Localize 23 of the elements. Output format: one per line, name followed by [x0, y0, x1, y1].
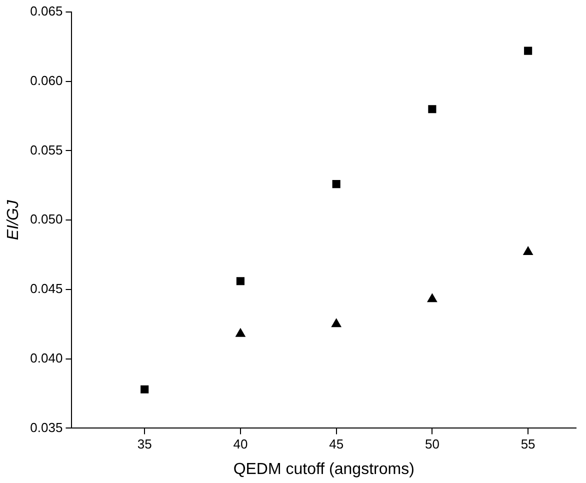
point — [236, 277, 244, 286]
point — [523, 246, 533, 256]
point — [140, 385, 149, 394]
y-tick-label: 0.050 — [30, 212, 63, 227]
x-tick-label: 35 — [137, 436, 152, 452]
x-tick-label: 55 — [520, 436, 536, 452]
x-tick-label: 40 — [233, 436, 248, 452]
point — [428, 105, 436, 114]
point — [236, 328, 246, 337]
y-tick-label: 0.060 — [30, 72, 63, 88]
x-axis-title: QEDM cutoff (angstroms) — [233, 460, 414, 478]
point — [332, 318, 342, 328]
point — [524, 46, 532, 55]
y-tick-label: 0.045 — [30, 281, 63, 296]
x-tick-label: 45 — [329, 436, 344, 452]
y-tick-label: 0.040 — [30, 350, 63, 366]
x-tick-label: 50 — [424, 436, 440, 452]
point — [427, 294, 438, 302]
y-tick-label: 0.065 — [30, 4, 63, 19]
y-axis-title: EI/GJ — [5, 199, 22, 240]
y-tick-label: 0.055 — [30, 142, 63, 158]
y-tick-label: 0.035 — [30, 420, 63, 435]
point — [332, 180, 340, 188]
